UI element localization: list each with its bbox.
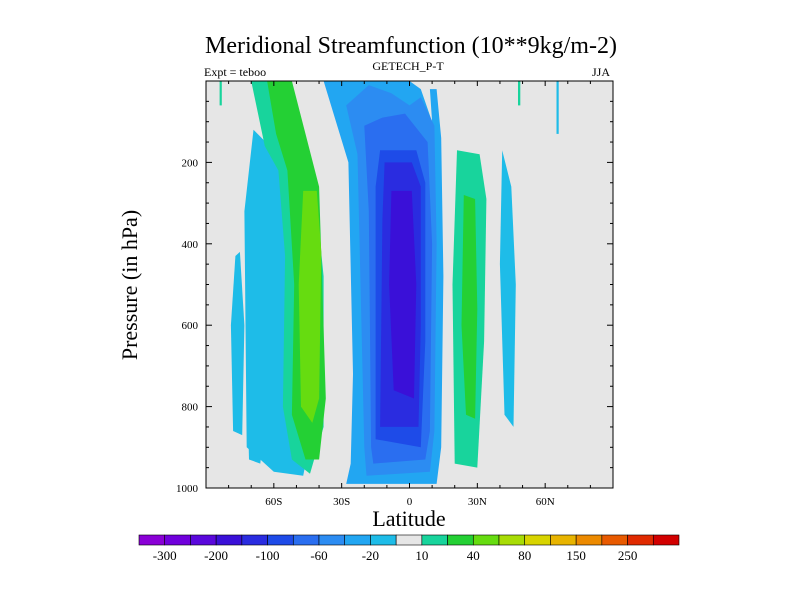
colorbar-swatch <box>370 534 397 546</box>
left-label: Expt = teboo <box>204 65 266 79</box>
center-label: GETECH_P-T <box>372 59 444 73</box>
colorbar-swatch <box>601 534 628 546</box>
colorbar-swatch <box>318 534 346 546</box>
chart-title: Meridional Streamfunction (10**9kg/m-2) <box>205 33 617 59</box>
colorbar: -300 -200 -100 -60 -20 10 40 80 150 250 <box>138 534 680 563</box>
colorbar-swatch <box>241 534 268 546</box>
y-tick-label: 200 <box>182 157 199 169</box>
colorbar-swatch <box>498 534 526 546</box>
contour-top-cyan-right <box>556 81 559 134</box>
x-axis-label: Latitude <box>372 506 445 531</box>
y-tick-label: 600 <box>182 320 199 332</box>
colorbar-label: 10 <box>415 548 428 563</box>
colorbar-label: -60 <box>310 548 327 563</box>
colorbar-label: -100 <box>256 548 280 563</box>
colorbar-swatch <box>472 534 500 546</box>
colorbar-swatch <box>190 534 217 546</box>
x-tick-label: 0 <box>407 496 413 508</box>
colorbar-swatch <box>138 534 166 546</box>
right-label: JJA <box>592 65 610 79</box>
colorbar-label: 80 <box>518 548 531 563</box>
y-tick-label: 800 <box>182 402 199 414</box>
contour-tail-left-cyan <box>230 251 245 436</box>
contour-core-c6 <box>389 190 417 399</box>
colorbar-label: -20 <box>362 548 379 563</box>
colorbar-label: 150 <box>566 548 586 563</box>
colorbar-swatch <box>421 534 448 546</box>
contour-north-green <box>461 195 478 419</box>
contour-north-cyan <box>499 150 516 427</box>
colorbar-label: -200 <box>204 548 228 563</box>
x-tick-label: 60N <box>536 496 555 508</box>
y-tick-label: 400 <box>182 239 199 251</box>
contour-south-lightgreen <box>298 190 322 423</box>
colorbar-label: 250 <box>618 548 638 563</box>
y-axis-label: Pressure (in hPa) <box>117 210 142 360</box>
colorbar-swatch <box>292 534 320 546</box>
contour-top-teal-right <box>518 81 521 106</box>
colorbar-swatch <box>344 534 371 546</box>
colorbar-swatch <box>267 534 294 546</box>
colorbar-swatch <box>575 534 603 546</box>
colorbar-swatch <box>627 534 654 546</box>
colorbar-label: -300 <box>153 548 177 563</box>
contour-layer <box>219 81 559 484</box>
colorbar-swatch <box>447 534 474 546</box>
colorbar-swatch <box>215 534 243 546</box>
colorbar-label: 40 <box>467 548 480 563</box>
colorbar-swatch <box>164 534 191 546</box>
x-tick-label: 60S <box>265 496 282 508</box>
colorbar-swatch <box>652 534 680 546</box>
colorbar-swatch <box>395 534 423 546</box>
y-tick-label: 1000 <box>176 483 199 495</box>
x-tick-label: 30S <box>333 496 350 508</box>
contour-top-teal-left <box>219 81 222 106</box>
tick-layer: 60S 30S 0 30N 60N 200 400 600 800 1000 <box>176 81 613 508</box>
x-tick-label: 30N <box>468 496 487 508</box>
colorbar-swatch <box>524 534 551 546</box>
colorbar-swatch <box>550 534 577 546</box>
